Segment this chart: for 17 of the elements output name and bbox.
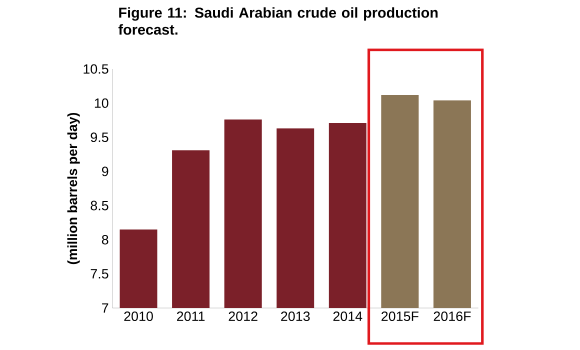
y-tick-label: 10 [94, 98, 108, 108]
y-tick-label: 8 [102, 234, 108, 244]
y-tick-label: 7.5 [90, 269, 108, 279]
y-axis-title: (million barrels per day) [67, 112, 80, 264]
y-tick-label: 7 [102, 303, 108, 313]
y-tick-label: 10.5 [84, 64, 108, 74]
y-tick-label: 8.5 [90, 200, 108, 210]
x-tick-label: 2014 [333, 312, 362, 322]
x-tick-label: 2011 [177, 312, 205, 322]
x-tick-label: 2016F [434, 312, 471, 322]
y-tick-label: 9.5 [90, 132, 108, 142]
x-tick-label: 2013 [281, 312, 310, 322]
x-tick-label: 2012 [228, 312, 258, 322]
chart-title: Figure 11: Saudi Arabian crude oil production forecast. [118, 7, 438, 35]
x-tick-label: 2010 [124, 312, 153, 322]
x-tick-label: 2015F [382, 312, 418, 322]
y-tick-label: 9 [102, 166, 108, 176]
